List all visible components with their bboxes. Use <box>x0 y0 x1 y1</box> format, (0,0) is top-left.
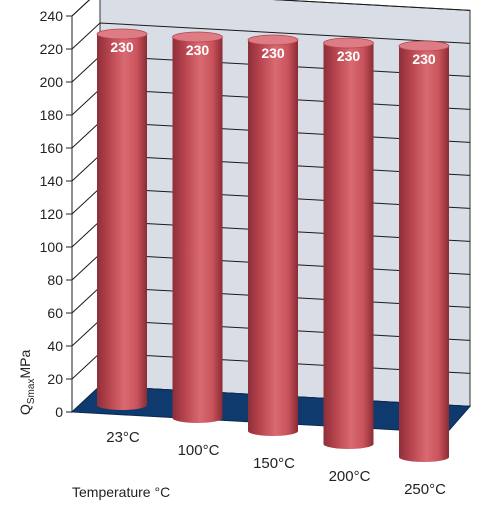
bar-top <box>398 40 450 52</box>
bar-body <box>248 40 298 436</box>
grid-line <box>71 0 471 17</box>
x-tick-label: 150°C <box>253 455 295 472</box>
x-axis-tick-labels: 23°C 100°C 150°C 200°C 250°C <box>106 429 446 498</box>
bar-top <box>172 31 223 43</box>
y-tick-label: 220 <box>40 41 64 57</box>
bar: 230 <box>323 37 374 449</box>
x-tick-label: 250°C <box>404 481 446 498</box>
y-axis: 0 20 40 60 80 100 120 140 160 180 200 220 240 <box>40 8 73 420</box>
data-label: 230 <box>261 45 285 61</box>
bar-series: 230 230 230 230 230 <box>96 28 450 462</box>
bar-body <box>97 34 147 410</box>
bar: 230 <box>247 34 299 436</box>
x-tick-label: 100°C <box>178 442 220 459</box>
y-tick-label: 80 <box>47 272 63 288</box>
y-tick-label: 200 <box>40 74 64 90</box>
bar-top <box>96 28 148 40</box>
y-axis-label-main: Q <box>17 404 33 415</box>
x-axis-label: Temperature °C <box>72 484 170 500</box>
grid-line <box>71 22 471 50</box>
y-tick-label: 180 <box>40 107 64 123</box>
y-tick-label: 0 <box>55 404 63 420</box>
side-wall <box>71 0 101 414</box>
data-label: 230 <box>412 51 436 67</box>
y-tick-label: 160 <box>40 140 64 156</box>
bar-top <box>247 34 299 46</box>
data-label: 230 <box>337 48 361 64</box>
data-label: 230 <box>186 42 210 58</box>
bar: 230 <box>96 28 148 410</box>
x-tick-label: 23°C <box>106 429 140 446</box>
bar-body <box>399 46 449 462</box>
bar: 230 <box>398 40 450 462</box>
y-tick-label: 100 <box>40 239 64 255</box>
bar-top <box>323 37 374 49</box>
bar-body <box>323 43 374 449</box>
y-tick-label: 20 <box>47 371 63 387</box>
y-tick-label: 60 <box>47 305 63 321</box>
y-axis-label-subscript: Smax <box>26 379 37 405</box>
y-axis-label-unit: MPa <box>17 350 33 379</box>
bar: 230 <box>172 31 223 423</box>
x-tick-label: 200°C <box>329 468 371 485</box>
data-label: 230 <box>110 39 134 55</box>
y-tick-label: 120 <box>40 206 64 222</box>
y-tick-label: 40 <box>47 338 63 354</box>
bar-body <box>172 37 223 423</box>
y-tick-label: 140 <box>40 173 64 189</box>
y-axis-label: QSmaxMPa <box>17 350 37 415</box>
y-tick-label: 240 <box>40 8 64 24</box>
